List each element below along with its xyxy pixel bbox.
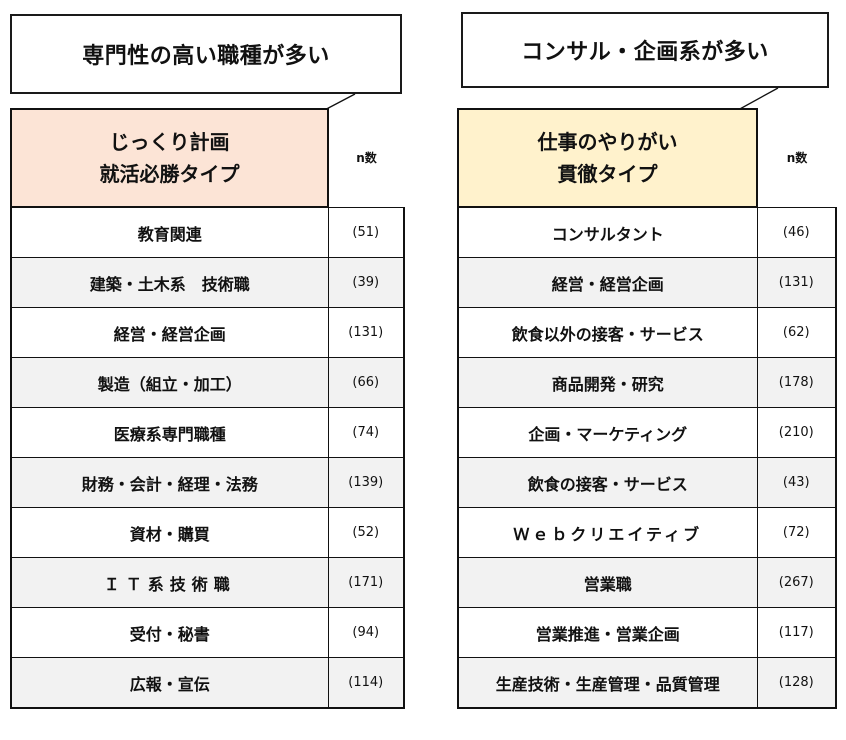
category-cell: 営業職 (457, 557, 758, 608)
left-type-line1: じっくり計画 (109, 130, 230, 154)
table-row: 広報・宣伝 (114) (10, 657, 405, 709)
count-cell: (62) (756, 307, 837, 358)
category-cell: 飲食の接客・サービス (457, 457, 758, 508)
count-cell: (128) (756, 657, 837, 709)
table-row: 生産技術・生産管理・品質管理 (128) (457, 657, 837, 709)
right-callout: コンサル・企画系が多い (461, 12, 829, 88)
left-n-header: n数 (327, 109, 404, 208)
right-type-header: 仕事のやりがい 貫徹タイプ (457, 108, 758, 208)
count-cell: (52) (327, 507, 405, 558)
category-cell: Ｗｅｂクリエイティブ (457, 507, 758, 558)
right-type-line2: 貫徹タイプ (557, 162, 658, 186)
category-cell: 広報・宣伝 (10, 657, 329, 709)
category-cell: 建築・土木系 技術職 (10, 257, 329, 308)
table-row: ＩＴ系技術職 (171) (10, 557, 405, 608)
count-cell: (267) (756, 557, 837, 608)
table-row: 商品開発・研究 (178) (457, 357, 837, 408)
left-ranking-table: じっくり計画 就活必勝タイプ n数 教育関連 (51) 建築・土木系 技術職 (… (10, 108, 405, 709)
table-row: 飲食の接客・サービス (43) (457, 457, 837, 508)
table-row: 教育関連 (51) (10, 206, 405, 258)
table-row: 医療系専門職種 (74) (10, 407, 405, 458)
count-cell: (139) (327, 457, 405, 508)
count-cell: (114) (327, 657, 405, 709)
category-cell: 製造（組立・加工） (10, 357, 329, 408)
right-callout-text: コンサル・企画系が多い (521, 40, 769, 65)
table-row: 飲食以外の接客・サービス (62) (457, 307, 837, 358)
count-cell: (51) (327, 206, 405, 258)
count-cell: (131) (327, 307, 405, 358)
count-cell: (66) (327, 357, 405, 408)
table-row: コンサルタント (46) (457, 206, 837, 258)
category-cell: 飲食以外の接客・サービス (457, 307, 758, 358)
category-cell: 営業推進・営業企画 (457, 607, 758, 658)
table-row: Ｗｅｂクリエイティブ (72) (457, 507, 837, 558)
table-row: 営業推進・営業企画 (117) (457, 607, 837, 658)
category-cell: コンサルタント (457, 206, 758, 258)
category-cell: 企画・マーケティング (457, 407, 758, 458)
category-cell: 教育関連 (10, 206, 329, 258)
category-cell: 財務・会計・経理・法務 (10, 457, 329, 508)
count-cell: (43) (756, 457, 837, 508)
left-callout-text: 専門性の高い職種が多い (82, 44, 330, 69)
count-cell: (46) (756, 206, 837, 258)
left-callout: 専門性の高い職種が多い (10, 14, 402, 94)
left-type-header: じっくり計画 就活必勝タイプ (10, 108, 329, 208)
left-type-line2: 就活必勝タイプ (99, 162, 240, 186)
category-cell: 医療系専門職種 (10, 407, 329, 458)
right-ranking-table: 仕事のやりがい 貫徹タイプ n数 コンサルタント (46) 経営・経営企画 (1… (457, 108, 837, 709)
count-cell: (117) (756, 607, 837, 658)
count-cell: (94) (327, 607, 405, 658)
table-row: 資材・購買 (52) (10, 507, 405, 558)
table-row: 企画・マーケティング (210) (457, 407, 837, 458)
table-row: 建築・土木系 技術職 (39) (10, 257, 405, 308)
right-n-header: n数 (756, 109, 836, 208)
table-row: 経営・経営企画 (131) (457, 257, 837, 308)
category-cell: 生産技術・生産管理・品質管理 (457, 657, 758, 709)
category-cell: 受付・秘書 (10, 607, 329, 658)
count-cell: (178) (756, 357, 837, 408)
count-cell: (131) (756, 257, 837, 308)
count-cell: (72) (756, 507, 837, 558)
table-row: 受付・秘書 (94) (10, 607, 405, 658)
count-cell: (74) (327, 407, 405, 458)
category-cell: 商品開発・研究 (457, 357, 758, 408)
table-row: 製造（組立・加工） (66) (10, 357, 405, 408)
category-cell: 経営・経営企画 (10, 307, 329, 358)
count-cell: (39) (327, 257, 405, 308)
count-cell: (171) (327, 557, 405, 608)
table-row: 経営・経営企画 (131) (10, 307, 405, 358)
right-type-line1: 仕事のやりがい (537, 130, 678, 154)
table-row: 営業職 (267) (457, 557, 837, 608)
category-cell: 経営・経営企画 (457, 257, 758, 308)
count-cell: (210) (756, 407, 837, 458)
category-cell: ＩＴ系技術職 (10, 557, 329, 608)
table-row: 財務・会計・経理・法務 (139) (10, 457, 405, 508)
category-cell: 資材・購買 (10, 507, 329, 558)
